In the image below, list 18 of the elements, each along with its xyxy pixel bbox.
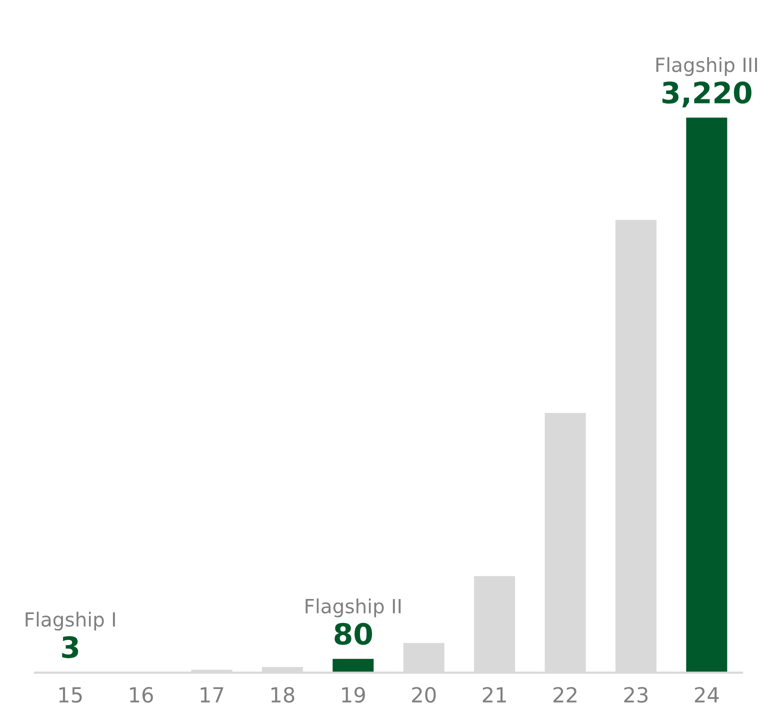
bar bbox=[332, 658, 374, 673]
x-tick-label: 17 bbox=[200, 687, 224, 702]
annotation: Flagship II bbox=[306, 598, 401, 618]
x-tick-label: 19 bbox=[342, 686, 365, 703]
data-label: 80 bbox=[334, 622, 372, 645]
x-tick-label: 21 bbox=[482, 686, 506, 702]
x-tick-label: 18 bbox=[271, 686, 294, 703]
x-tick-label: 23 bbox=[624, 686, 648, 703]
x-tick-label: 16 bbox=[130, 686, 153, 703]
x-tick-label: 15 bbox=[59, 687, 82, 703]
x-tick-label: 20 bbox=[412, 686, 436, 703]
bar bbox=[686, 118, 728, 673]
data-label: 3,220 bbox=[662, 82, 752, 108]
x-tick-label: 24 bbox=[694, 686, 719, 702]
annotation: Flagship III bbox=[656, 57, 757, 76]
annotation: Flagship I bbox=[26, 612, 115, 631]
data-label: 3 bbox=[62, 636, 78, 658]
x-tick-label: 22 bbox=[554, 686, 576, 702]
